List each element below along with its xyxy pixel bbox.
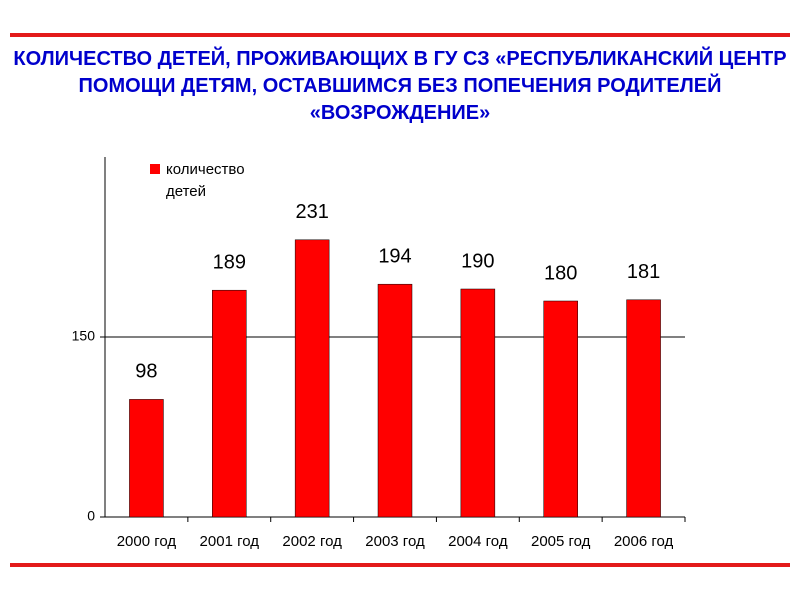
bar (212, 289, 247, 518)
value-label: 190 (461, 250, 494, 272)
x-tick-label: 2004 год (448, 533, 508, 550)
bar (294, 239, 330, 518)
x-tick-label: 2005 год (531, 533, 591, 550)
x-tick-label: 2006 год (614, 533, 674, 550)
value-label: 181 (627, 261, 660, 283)
legend-swatch (150, 164, 160, 174)
bar (543, 300, 578, 518)
x-tick-label: 2000 год (117, 533, 177, 550)
value-label: 180 (544, 262, 577, 284)
value-label: 231 (295, 201, 328, 223)
x-tick-label: 2002 год (282, 533, 342, 550)
bar (626, 299, 661, 518)
bar (129, 399, 164, 518)
x-tick-label: 2003 год (365, 533, 425, 550)
y-tick-label: 150 (72, 328, 96, 344)
value-label: 98 (135, 361, 157, 383)
bar (377, 283, 413, 518)
x-tick-label: 2001 год (200, 533, 260, 550)
value-label: 189 (213, 251, 246, 273)
bar (460, 288, 496, 518)
legend-label: количество детей (166, 161, 245, 200)
y-tick-label: 0 (87, 508, 95, 524)
chart-title: КОЛИЧЕСТВО ДЕТЕЙ, ПРОЖИВАЮЩИХ В ГУ СЗ «Р… (13, 48, 787, 124)
value-label: 194 (378, 245, 411, 267)
